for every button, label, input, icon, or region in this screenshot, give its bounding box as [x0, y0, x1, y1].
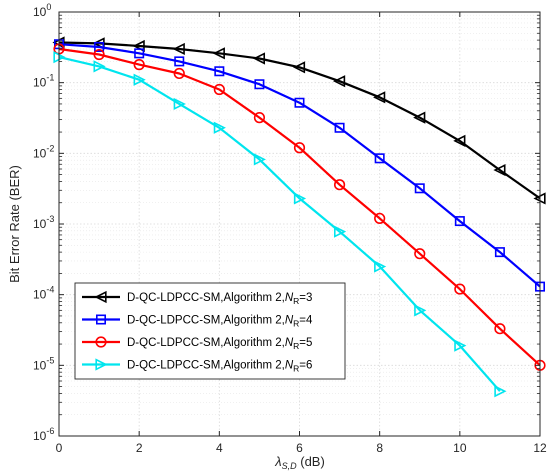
legend-box — [74, 282, 346, 380]
data-point — [413, 111, 426, 124]
data-point — [252, 52, 266, 65]
data-point — [334, 122, 345, 133]
legend-marker — [95, 358, 108, 371]
x-tick-label: 10 — [453, 441, 467, 455]
y-tick-label: 10-5 — [33, 355, 54, 372]
legend-label: D-QC-LDPCC-SM,Algorithm 2,NR=6 — [127, 360, 312, 374]
data-point — [293, 142, 306, 154]
y-tick-label: 10-3 — [33, 214, 54, 231]
data-point — [133, 73, 146, 86]
series-group — [52, 36, 546, 398]
legend-label: D-QC-LDPCC-SM,Algorithm 2,NR=4 — [127, 315, 313, 329]
legend-item: D-QC-LDPCC-SM,Algorithm 2,NR=3 — [82, 290, 312, 306]
series-line — [58, 47, 541, 367]
data-point — [373, 91, 386, 104]
data-point — [173, 97, 186, 111]
data-point — [214, 66, 225, 77]
data-point — [213, 83, 225, 96]
data-point — [173, 67, 185, 80]
legend-marker — [96, 314, 107, 325]
x-tick-label: 6 — [296, 441, 303, 455]
data-point — [454, 339, 467, 352]
data-point — [292, 61, 306, 74]
data-point — [374, 212, 386, 225]
data-point — [494, 385, 507, 398]
data-point — [332, 75, 346, 88]
data-point — [254, 79, 265, 90]
data-point — [294, 97, 305, 108]
legend-item: D-QC-LDPCC-SM,Algorithm 2,NR=5 — [82, 336, 312, 351]
data-point — [253, 153, 267, 166]
series-line — [58, 41, 541, 200]
data-point — [494, 323, 506, 335]
x-tick-label: 2 — [136, 441, 143, 455]
data-point — [494, 247, 505, 258]
y-tick-label: 10-4 — [33, 285, 54, 302]
x-axis-title-unit: (dB) — [297, 454, 325, 469]
data-point — [93, 60, 106, 73]
data-point — [414, 248, 426, 260]
legend: D-QC-LDPCC-SM,Algorithm 2,NR=3 D-QC-LDPCC… — [74, 282, 346, 380]
data-point — [172, 42, 185, 56]
x-tick-label: 12 — [533, 441, 547, 455]
data-point — [93, 48, 105, 61]
series-line — [58, 56, 501, 392]
data-point — [454, 283, 466, 295]
data-point — [414, 183, 425, 194]
data-point — [174, 56, 185, 67]
data-point — [212, 47, 225, 60]
data-point — [333, 225, 347, 238]
x-axis-title: λS,D (dB) — [274, 454, 325, 471]
data-point — [133, 59, 145, 71]
legend-marker — [95, 336, 107, 348]
data-point — [134, 48, 145, 59]
y-tick-label: 10-1 — [33, 73, 54, 90]
legend-label: D-QC-LDPCC-SM,Algorithm 2,NR=3 — [127, 292, 312, 306]
series-2 — [53, 39, 545, 292]
legend-label: D-QC-LDPCC-SM,Algorithm 2,NR=5 — [127, 337, 312, 351]
data-point — [454, 216, 465, 227]
data-point — [293, 192, 307, 205]
y-tick-label: 10-2 — [33, 143, 54, 160]
x-tick-label: 4 — [216, 441, 223, 455]
data-point — [493, 163, 506, 177]
series-line — [58, 43, 541, 288]
data-point — [94, 41, 105, 52]
y-axis-title: Bit Error Rate (BER) — [7, 165, 22, 283]
data-point — [453, 134, 466, 147]
y-tick-label: 100 — [33, 2, 51, 19]
legend-item: D-QC-LDPCC-SM,Algorithm 2,NR=4 — [82, 314, 313, 329]
data-point — [374, 260, 387, 273]
x-tick-label: 0 — [56, 441, 63, 455]
data-point — [333, 179, 346, 191]
legend-item: D-QC-LDPCC-SM,Algorithm 2,NR=6 — [82, 358, 312, 374]
data-point — [213, 121, 226, 134]
y-tick-label: 10-6 — [33, 426, 54, 443]
data-point — [374, 153, 385, 164]
x-axis-title-subscript: S,D — [282, 461, 298, 471]
legend-marker — [94, 290, 107, 304]
data-point — [253, 112, 266, 124]
x-tick-label: 8 — [376, 441, 383, 455]
data-point — [414, 304, 427, 317]
x-axis-title-main: λ — [274, 454, 281, 469]
axis-ticks: 0 2 4 6 8 10 12 100 10-1 10-2 10-3 10-4 10-5 10-6 — [33, 2, 547, 455]
